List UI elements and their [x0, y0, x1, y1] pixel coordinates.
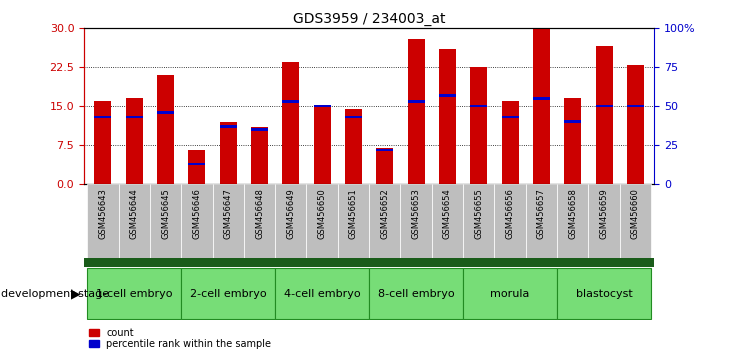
Text: development stage: development stage: [1, 289, 110, 299]
Bar: [244, 184, 275, 258]
Bar: [501, 101, 519, 184]
Bar: [408, 100, 425, 103]
Text: GSM456643: GSM456643: [99, 188, 107, 239]
Bar: [181, 184, 213, 258]
Text: 8-cell embryo: 8-cell embryo: [378, 289, 455, 299]
Bar: [94, 101, 111, 184]
Bar: [275, 184, 306, 258]
Bar: [157, 111, 174, 114]
Text: GSM456648: GSM456648: [255, 188, 264, 239]
Bar: [251, 128, 268, 131]
Bar: [596, 46, 613, 184]
Text: GSM456649: GSM456649: [287, 188, 295, 239]
Bar: [181, 268, 275, 319]
Bar: [533, 97, 550, 100]
Bar: [369, 268, 463, 319]
Bar: [189, 162, 205, 165]
Text: GSM456650: GSM456650: [318, 188, 327, 239]
Bar: [306, 184, 338, 258]
Bar: [282, 100, 300, 103]
Legend: count, percentile rank within the sample: count, percentile rank within the sample: [89, 328, 271, 349]
Bar: [620, 184, 651, 258]
Bar: [126, 116, 143, 118]
Bar: [627, 105, 644, 108]
Bar: [401, 184, 432, 258]
Text: GSM456647: GSM456647: [224, 188, 232, 239]
Bar: [282, 62, 300, 184]
Bar: [275, 268, 369, 319]
Text: GSM456659: GSM456659: [599, 188, 609, 239]
Bar: [470, 67, 488, 184]
Bar: [376, 149, 393, 151]
Bar: [596, 105, 613, 108]
Bar: [564, 120, 581, 123]
Text: 1-cell embryo: 1-cell embryo: [96, 289, 173, 299]
Text: GSM456644: GSM456644: [129, 188, 139, 239]
Text: morula: morula: [491, 289, 530, 299]
Text: ▶: ▶: [71, 287, 80, 300]
Bar: [314, 105, 330, 108]
Bar: [526, 184, 557, 258]
Text: GSM456653: GSM456653: [412, 188, 420, 239]
Bar: [557, 184, 588, 258]
Text: GSM456660: GSM456660: [631, 188, 640, 239]
Bar: [251, 127, 268, 184]
Text: GSM456655: GSM456655: [474, 188, 483, 239]
Title: GDS3959 / 234003_at: GDS3959 / 234003_at: [293, 12, 445, 26]
Bar: [533, 28, 550, 184]
Bar: [338, 184, 369, 258]
Bar: [219, 122, 237, 184]
Text: GSM456652: GSM456652: [380, 188, 390, 239]
Text: GSM456657: GSM456657: [537, 188, 546, 239]
Bar: [376, 148, 393, 184]
Bar: [408, 39, 425, 184]
Bar: [219, 125, 237, 128]
Bar: [470, 105, 488, 108]
Text: 4-cell embryo: 4-cell embryo: [284, 289, 360, 299]
Bar: [432, 184, 463, 258]
Text: GSM456651: GSM456651: [349, 188, 358, 239]
Bar: [564, 98, 581, 184]
Bar: [94, 116, 111, 118]
Bar: [494, 184, 526, 258]
Text: GSM456646: GSM456646: [192, 188, 201, 239]
Bar: [213, 184, 244, 258]
Bar: [463, 184, 494, 258]
Text: blastocyst: blastocyst: [576, 289, 632, 299]
Bar: [345, 109, 362, 184]
Bar: [463, 268, 557, 319]
Bar: [369, 184, 401, 258]
Text: GSM456658: GSM456658: [568, 188, 577, 239]
Text: GSM456656: GSM456656: [506, 188, 515, 239]
Bar: [627, 65, 644, 184]
Bar: [157, 75, 174, 184]
Bar: [501, 116, 519, 118]
Bar: [588, 184, 620, 258]
Bar: [314, 106, 330, 184]
Bar: [439, 49, 456, 184]
Bar: [557, 268, 651, 319]
Bar: [150, 184, 181, 258]
Bar: [87, 268, 181, 319]
Bar: [189, 150, 205, 184]
Bar: [118, 184, 150, 258]
Text: 2-cell embryo: 2-cell embryo: [190, 289, 267, 299]
Bar: [126, 98, 143, 184]
Text: GSM456645: GSM456645: [161, 188, 170, 239]
Bar: [345, 116, 362, 118]
Text: GSM456654: GSM456654: [443, 188, 452, 239]
Bar: [87, 184, 118, 258]
Bar: [439, 94, 456, 97]
